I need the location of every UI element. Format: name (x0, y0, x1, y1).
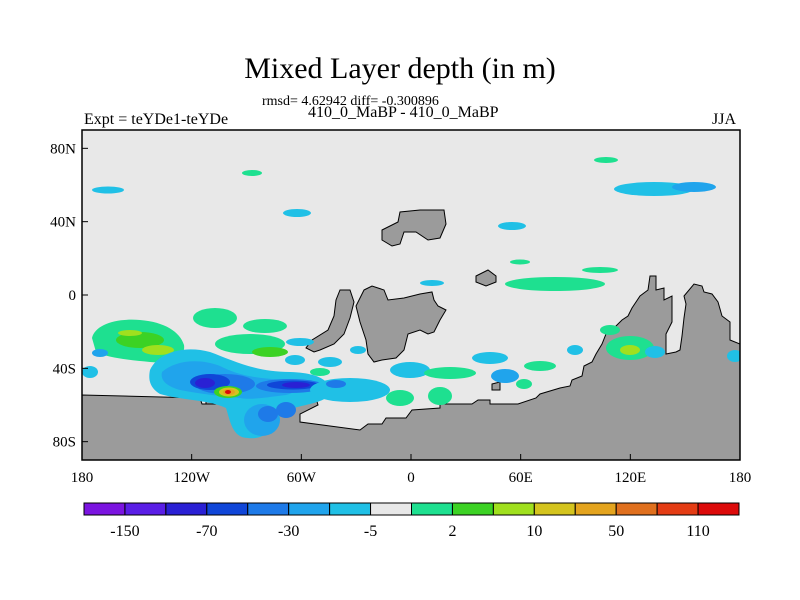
experiment-label: Expt = teYDe1-teYDe (84, 111, 229, 128)
season-label: JJA (712, 111, 737, 128)
colorbar-swatch (492, 502, 535, 516)
colorbar-swatch (165, 502, 208, 516)
lat-tick-label: 40S (53, 361, 76, 377)
lon-tick-label: 120E (614, 470, 646, 486)
colorbar-label: 2 (448, 523, 456, 540)
period-label: 410_0_MaBP - 410_0_MaBP (308, 104, 499, 121)
colorbar-swatch (83, 502, 126, 516)
colorbar-label: -30 (278, 523, 299, 540)
land-island-a (475, 269, 497, 287)
colorbar-swatch (451, 502, 494, 516)
colorbar-swatch (533, 502, 576, 516)
lon-tick-label: 180 (71, 470, 94, 486)
lon-tick-label: 180 (729, 470, 752, 486)
lon-tick-label: 0 (407, 470, 415, 486)
contour-fields (82, 157, 740, 439)
colorbar-label: -150 (110, 523, 139, 540)
longitude-axis: 180 120W 60W 0 60E 120E 180 (71, 454, 752, 486)
colorbar-swatch (124, 502, 167, 516)
colorbar-swatch (615, 502, 658, 516)
colorbar-swatch (247, 502, 290, 516)
colorbar-labels: -150 -70 -30 -5 2 10 50 110 (110, 523, 709, 540)
lat-tick-label: 40N (50, 215, 76, 231)
colorbar-label: 10 (526, 523, 542, 540)
lat-tick-label: 0 (69, 288, 77, 304)
colorbar-swatch (411, 502, 453, 516)
lon-tick-label: 60E (509, 470, 533, 486)
colorbar-swatch (697, 502, 740, 516)
land-africa (355, 285, 447, 363)
latitude-axis: 80N 40N 0 40S 80S (50, 141, 88, 451)
plot-title: Mixed Layer depth (in m) (244, 52, 556, 85)
land-island-b (491, 381, 501, 391)
colorbar-swatch (370, 502, 412, 516)
colorbar-label: -5 (364, 523, 377, 540)
colorbar-swatch (288, 502, 331, 516)
land-south-america (305, 289, 355, 353)
colorbar-label: 50 (608, 523, 624, 540)
colorbar-swatch (206, 502, 249, 516)
stats-label: rmsd= 4.62942 diff= -0.300896 (262, 94, 439, 109)
lat-tick-label: 80N (50, 141, 76, 157)
lon-tick-label: 60W (287, 470, 317, 486)
colorbar-label: 110 (686, 523, 709, 540)
lat-tick-label: 80S (53, 435, 76, 451)
colorbar (83, 502, 740, 516)
colorbar-swatch (329, 502, 372, 516)
colorbar-swatch (574, 502, 617, 516)
lon-tick-label: 120W (173, 470, 211, 486)
land-north-continent (381, 209, 447, 247)
colorbar-label: -70 (196, 523, 217, 540)
colorbar-swatch (656, 502, 699, 516)
